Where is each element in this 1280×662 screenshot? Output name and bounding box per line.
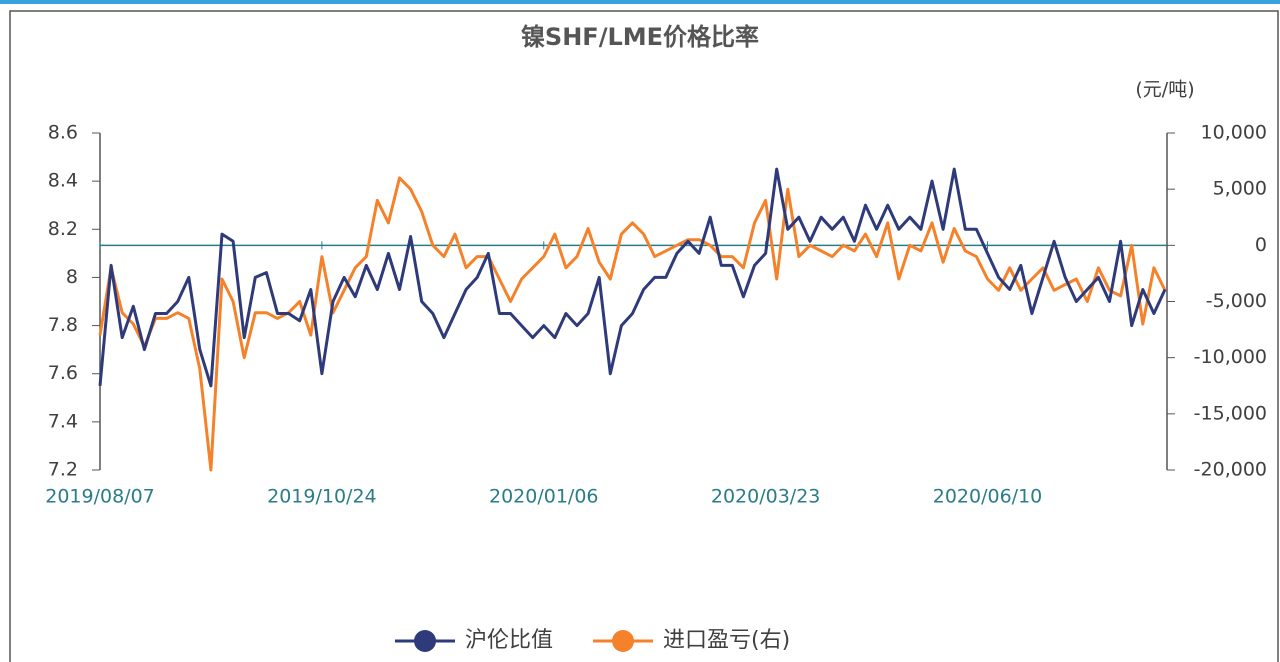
x-tick-label: 2020/03/23 <box>711 486 821 508</box>
y-tick-label: 7.8 <box>48 314 78 336</box>
y-tick-label: 7.2 <box>48 459 78 481</box>
x-tick-label: 2020/06/10 <box>933 486 1043 508</box>
legend-label: 进口盈亏(右) <box>663 628 790 653</box>
y-tick-label: 8.2 <box>48 218 78 240</box>
series-line <box>98 167 1167 388</box>
y2-tick-label: 10,000 <box>1201 122 1267 144</box>
legend-marker <box>612 630 635 652</box>
y2-tick-label: -20,000 <box>1194 459 1267 481</box>
top-bar <box>0 0 1280 4</box>
series-line <box>98 176 1167 472</box>
y-tick-label: 7.4 <box>48 410 78 432</box>
frame <box>9 10 1279 662</box>
x-tick-label: 2019/08/07 <box>45 486 155 508</box>
y2-tick-label: -5,000 <box>1206 290 1267 312</box>
y2-unit: (元/吨) <box>1135 79 1194 101</box>
y-tick-label: 8.6 <box>48 122 78 144</box>
x-tick-label: 2019/10/24 <box>267 486 377 508</box>
legend-label: 沪伦比值 <box>465 628 553 653</box>
y2-tick-label: -15,000 <box>1194 402 1267 424</box>
y-tick-label: 7.6 <box>48 362 78 384</box>
y2-tick-label: 5,000 <box>1213 178 1267 200</box>
y2-tick-label: 0 <box>1255 234 1267 256</box>
x-tick-label: 2020/01/06 <box>489 486 599 508</box>
y-tick-label: 8.4 <box>48 170 78 192</box>
y-tick-label: 8 <box>66 266 78 288</box>
y2-tick-label: -10,000 <box>1194 346 1267 368</box>
legend-marker <box>414 630 436 652</box>
chart-title: 镍SHF/LME价格比率 <box>521 23 759 51</box>
